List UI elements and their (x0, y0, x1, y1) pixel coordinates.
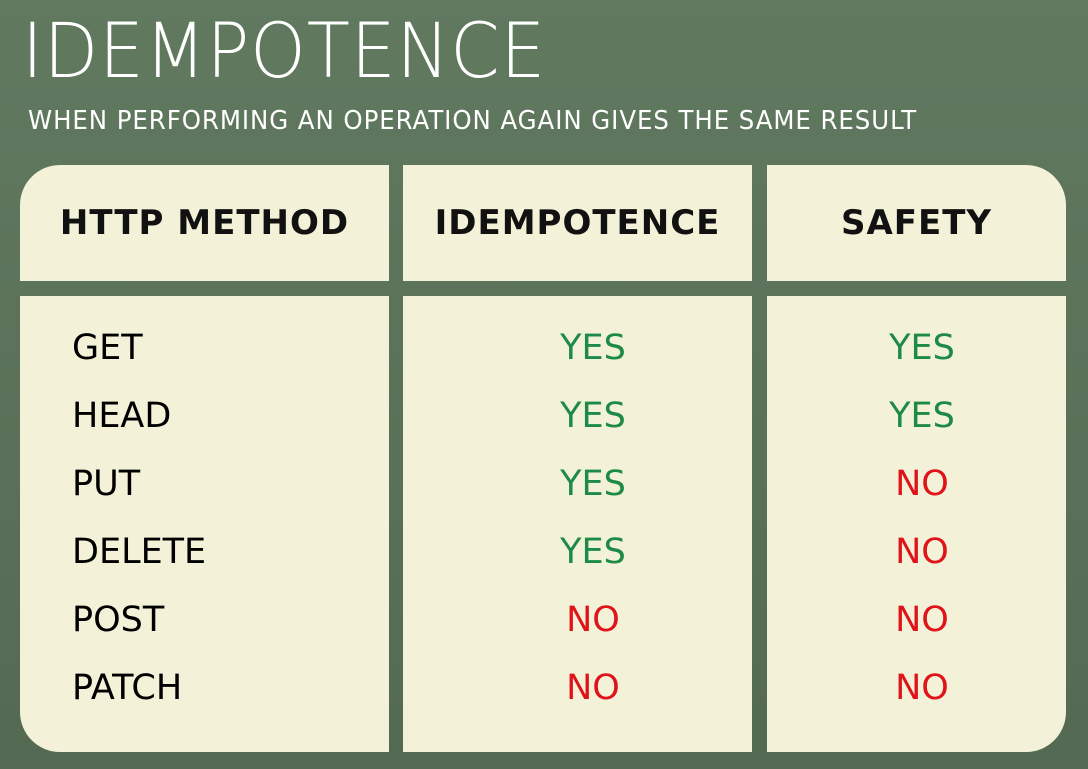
header-http-method: HTTP METHOD (20, 165, 389, 281)
cell-idempotence: YES (560, 532, 626, 572)
header-safety: SAFETY (767, 165, 1066, 281)
header-idempotence: IDEMPOTENCE (403, 165, 752, 281)
cell-method: GET (72, 328, 143, 368)
cell-idempotence: NO (566, 668, 620, 708)
idempotence-column (403, 296, 752, 752)
cell-safety: NO (895, 532, 949, 572)
page-title: IDEMPOTENCE (22, 6, 547, 95)
cell-method: HEAD (72, 396, 172, 436)
cell-safety: YES (889, 328, 955, 368)
cell-method: POST (72, 600, 165, 640)
safety-column (767, 296, 1066, 752)
method-column (20, 296, 389, 752)
cell-idempotence: YES (560, 396, 626, 436)
cell-method: PUT (72, 464, 141, 504)
cell-idempotence: NO (566, 600, 620, 640)
cell-safety: YES (889, 396, 955, 436)
cell-idempotence: YES (560, 328, 626, 368)
cell-safety: NO (895, 600, 949, 640)
page-subtitle: WHEN PERFORMING AN OPERATION AGAIN GIVES… (28, 106, 918, 136)
cell-idempotence: YES (560, 464, 626, 504)
cell-method: DELETE (72, 532, 207, 572)
cell-method: PATCH (72, 668, 183, 708)
cell-safety: NO (895, 464, 949, 504)
cell-safety: NO (895, 668, 949, 708)
